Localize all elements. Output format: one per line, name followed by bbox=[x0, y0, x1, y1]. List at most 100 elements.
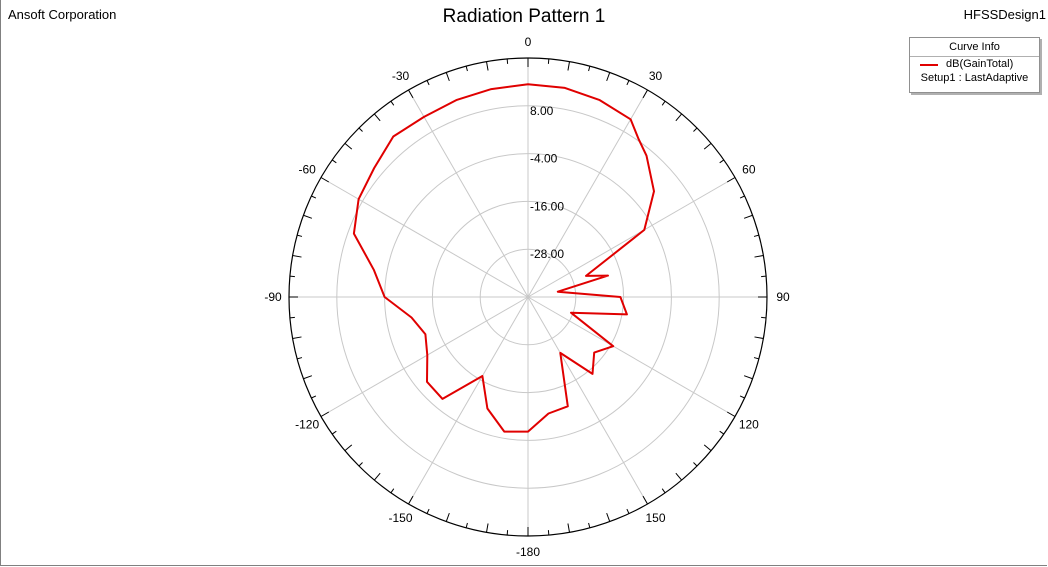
legend-swatch-line bbox=[920, 64, 938, 66]
ring-value-labels: -28.00 -16.00 -4.00 8.00 bbox=[530, 104, 564, 261]
angle-label: -90 bbox=[264, 290, 282, 304]
tick-mark bbox=[311, 395, 317, 399]
tick-mark bbox=[743, 214, 753, 219]
angle-label: 60 bbox=[742, 163, 756, 177]
tick-mark bbox=[739, 195, 745, 199]
angle-label: -30 bbox=[392, 69, 410, 83]
tick-mark bbox=[661, 100, 666, 106]
tick-mark bbox=[726, 177, 736, 183]
tick-mark bbox=[344, 444, 353, 452]
angle-label: -180 bbox=[516, 545, 540, 559]
tick-mark bbox=[303, 375, 313, 380]
tick-mark bbox=[703, 142, 712, 150]
angle-label: 30 bbox=[649, 69, 663, 83]
tick-mark bbox=[331, 430, 337, 435]
tick-mark bbox=[606, 72, 611, 82]
tick-mark bbox=[486, 61, 489, 71]
ring-label: -16.00 bbox=[530, 199, 564, 213]
tick-mark bbox=[661, 488, 666, 494]
tick-mark bbox=[297, 234, 303, 237]
series-curve bbox=[352, 83, 655, 433]
outer-tick-marks bbox=[289, 58, 767, 536]
tick-mark bbox=[588, 522, 591, 528]
tick-mark bbox=[588, 66, 591, 72]
grid-spoke bbox=[320, 177, 529, 298]
tick-mark bbox=[320, 177, 330, 183]
tick-mark bbox=[445, 512, 450, 522]
grid-spoke bbox=[527, 296, 736, 417]
tick-mark bbox=[642, 495, 648, 505]
tick-mark bbox=[373, 472, 381, 481]
tick-mark bbox=[426, 80, 430, 86]
tick-mark bbox=[753, 357, 759, 360]
angle-label: -60 bbox=[298, 163, 316, 177]
ring-label: 8.00 bbox=[530, 104, 554, 118]
tick-mark bbox=[331, 159, 337, 164]
tick-mark bbox=[486, 523, 489, 533]
angle-label: -150 bbox=[388, 511, 412, 525]
tick-mark bbox=[358, 462, 363, 467]
tick-mark bbox=[465, 66, 468, 72]
tick-mark bbox=[344, 142, 353, 150]
tick-mark bbox=[719, 430, 725, 435]
design-name-label: HFSSDesign1 bbox=[963, 7, 1046, 22]
angle-label: 120 bbox=[739, 418, 759, 432]
tick-mark bbox=[292, 255, 302, 258]
tick-mark bbox=[626, 508, 630, 514]
tick-mark bbox=[567, 523, 570, 533]
company-label: Ansoft Corporation bbox=[8, 7, 117, 22]
tick-mark bbox=[675, 472, 683, 481]
tick-mark bbox=[693, 127, 698, 132]
tick-mark bbox=[675, 113, 683, 122]
angle-tick-labels: 0 30 60 90 120 150 -180 -150 -120 -90 -60 -30 bbox=[264, 35, 790, 559]
tick-mark bbox=[743, 375, 753, 380]
tick-mark bbox=[726, 411, 736, 417]
ring-label: -28.00 bbox=[530, 247, 564, 261]
tick-mark bbox=[297, 357, 303, 360]
ring-label: -4.00 bbox=[530, 152, 558, 166]
grid-spoke bbox=[320, 296, 529, 417]
angle-label: 150 bbox=[645, 511, 665, 525]
legend-title: Curve Info bbox=[910, 38, 1039, 57]
legend-entry[interactable]: dB(GainTotal) bbox=[910, 57, 1039, 72]
chart-title: Radiation Pattern 1 bbox=[442, 6, 606, 27]
curve-info-legend[interactable]: Curve Info dB(GainTotal) Setup1 : LastAd… bbox=[909, 37, 1040, 93]
angle-label: -120 bbox=[295, 418, 319, 432]
tick-mark bbox=[703, 444, 712, 452]
tick-mark bbox=[320, 411, 330, 417]
tick-mark bbox=[753, 234, 759, 237]
angle-label: 90 bbox=[776, 290, 790, 304]
tick-mark bbox=[693, 462, 698, 467]
tick-mark bbox=[408, 89, 414, 99]
legend-entry-setup: Setup1 : LastAdaptive bbox=[920, 72, 1029, 84]
grid-spoke bbox=[527, 177, 736, 298]
tick-mark bbox=[567, 61, 570, 71]
tick-mark bbox=[358, 127, 363, 132]
tick-mark bbox=[719, 159, 725, 164]
tick-mark bbox=[465, 522, 468, 528]
tick-mark bbox=[408, 495, 414, 505]
tick-mark bbox=[626, 80, 630, 86]
tick-mark bbox=[754, 255, 764, 258]
tick-mark bbox=[390, 488, 395, 494]
legend-entry-name: dB(GainTotal) bbox=[946, 58, 1014, 70]
curve-layer bbox=[352, 83, 655, 433]
angle-label: 0 bbox=[525, 35, 532, 49]
grid-spoke bbox=[408, 89, 529, 298]
grid-spoke bbox=[408, 296, 529, 505]
tick-mark bbox=[390, 100, 395, 106]
tick-mark bbox=[606, 512, 611, 522]
grid-spoke bbox=[527, 296, 648, 505]
tick-mark bbox=[373, 113, 381, 122]
tick-mark bbox=[754, 336, 764, 339]
tick-mark bbox=[311, 195, 317, 199]
tick-mark bbox=[739, 395, 745, 399]
tick-mark bbox=[292, 336, 302, 339]
tick-mark bbox=[642, 89, 648, 99]
tick-mark bbox=[426, 508, 430, 514]
tick-mark bbox=[445, 72, 450, 82]
tick-mark bbox=[303, 214, 313, 219]
grid-spoke bbox=[527, 89, 648, 298]
